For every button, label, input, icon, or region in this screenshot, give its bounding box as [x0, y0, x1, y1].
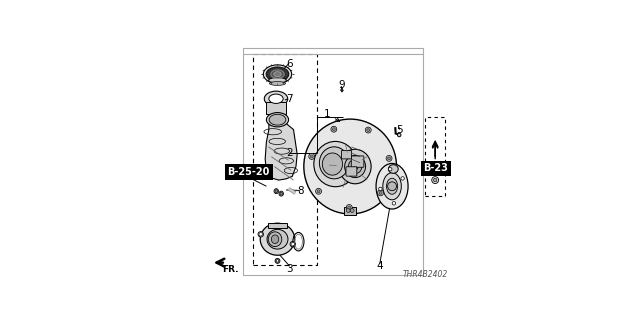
- Circle shape: [397, 133, 401, 137]
- Circle shape: [276, 260, 279, 262]
- Circle shape: [346, 209, 350, 212]
- Polygon shape: [340, 88, 343, 92]
- FancyBboxPatch shape: [351, 156, 364, 167]
- Ellipse shape: [271, 235, 279, 244]
- Ellipse shape: [264, 91, 288, 107]
- Bar: [266, 102, 286, 114]
- Text: 1: 1: [323, 108, 330, 118]
- Circle shape: [378, 190, 383, 196]
- Circle shape: [392, 202, 396, 205]
- Ellipse shape: [279, 191, 284, 196]
- Ellipse shape: [269, 94, 283, 103]
- Circle shape: [401, 177, 404, 180]
- Bar: [426, 117, 445, 196]
- Ellipse shape: [319, 147, 349, 179]
- Ellipse shape: [387, 178, 397, 194]
- Ellipse shape: [280, 192, 282, 195]
- Circle shape: [346, 204, 352, 211]
- Text: 3: 3: [287, 264, 293, 274]
- Ellipse shape: [352, 163, 358, 170]
- Circle shape: [386, 156, 392, 161]
- Ellipse shape: [269, 77, 286, 83]
- Text: B-25-20: B-25-20: [227, 167, 270, 177]
- Text: THR4B2402: THR4B2402: [403, 270, 448, 279]
- Bar: [268, 223, 287, 228]
- FancyBboxPatch shape: [341, 150, 351, 159]
- Bar: [243, 48, 423, 275]
- Ellipse shape: [263, 65, 292, 84]
- Circle shape: [379, 187, 382, 191]
- Ellipse shape: [269, 114, 286, 125]
- Circle shape: [433, 178, 437, 182]
- Circle shape: [348, 206, 351, 209]
- Circle shape: [308, 154, 315, 159]
- Ellipse shape: [271, 70, 284, 78]
- Circle shape: [365, 127, 371, 133]
- Ellipse shape: [323, 153, 342, 175]
- Circle shape: [291, 243, 294, 246]
- Ellipse shape: [258, 232, 264, 237]
- Text: 5: 5: [396, 124, 403, 135]
- Circle shape: [379, 191, 382, 194]
- Circle shape: [332, 128, 335, 131]
- Circle shape: [316, 188, 321, 194]
- Circle shape: [317, 190, 320, 193]
- Ellipse shape: [274, 72, 281, 76]
- Circle shape: [388, 167, 392, 171]
- Ellipse shape: [314, 141, 357, 187]
- Bar: [253, 54, 317, 265]
- Ellipse shape: [266, 67, 289, 81]
- Polygon shape: [265, 124, 297, 180]
- Circle shape: [388, 157, 390, 160]
- Text: 2: 2: [285, 148, 292, 158]
- Ellipse shape: [348, 159, 362, 174]
- Ellipse shape: [344, 156, 365, 178]
- Circle shape: [310, 155, 313, 158]
- Text: 9: 9: [339, 80, 345, 90]
- Ellipse shape: [376, 164, 408, 209]
- Text: 4: 4: [376, 261, 383, 271]
- Ellipse shape: [268, 232, 282, 247]
- Text: 7: 7: [287, 94, 293, 104]
- Text: 6: 6: [287, 59, 293, 69]
- Ellipse shape: [383, 173, 401, 200]
- Bar: [344, 207, 356, 215]
- Ellipse shape: [290, 241, 296, 247]
- Ellipse shape: [275, 190, 278, 193]
- Circle shape: [259, 233, 262, 236]
- Ellipse shape: [266, 113, 289, 127]
- Ellipse shape: [269, 82, 285, 85]
- Circle shape: [350, 209, 354, 212]
- Ellipse shape: [339, 149, 371, 184]
- Ellipse shape: [267, 229, 288, 249]
- Text: FR.: FR.: [223, 265, 239, 274]
- Ellipse shape: [388, 165, 398, 173]
- Circle shape: [367, 129, 370, 132]
- Ellipse shape: [304, 119, 397, 214]
- Circle shape: [432, 177, 438, 184]
- FancyBboxPatch shape: [346, 167, 357, 176]
- Circle shape: [275, 259, 280, 263]
- Circle shape: [331, 126, 337, 132]
- Text: 8: 8: [298, 186, 304, 196]
- Ellipse shape: [274, 189, 278, 194]
- Circle shape: [388, 182, 397, 191]
- Text: B-23: B-23: [424, 164, 449, 173]
- Ellipse shape: [260, 223, 295, 255]
